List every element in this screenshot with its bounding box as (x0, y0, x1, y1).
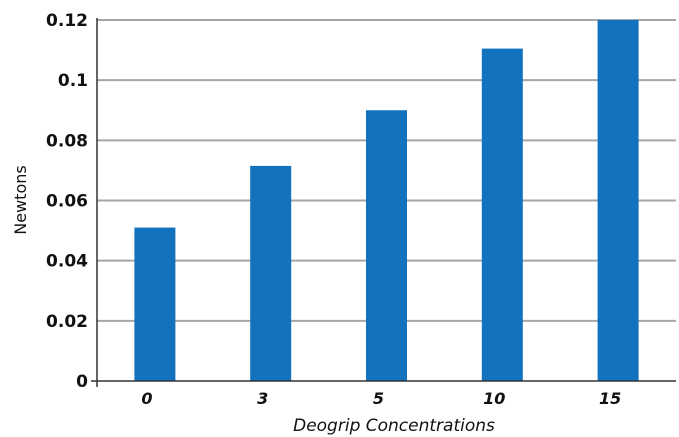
y-axis-label: Newtons (11, 165, 30, 234)
y-tick-labels: 0 0.02 0.04 0.06 0.08 0.1 0.12 (46, 11, 88, 392)
x-tick-labels: 0 3 5 10 15 (141, 389, 621, 408)
x-axis-label: Deogrip Concentrations (293, 416, 495, 436)
y-tick-label: 0.06 (46, 192, 88, 212)
x-tick-label: 15 (599, 389, 621, 408)
bar (134, 227, 176, 381)
x-tick-label: 10 (483, 389, 505, 408)
x-tick-label: 3 (257, 389, 268, 408)
y-tick-label: 0.12 (46, 11, 88, 31)
y-tick-label: 0.1 (58, 71, 88, 91)
x-tick-label: 0 (141, 389, 152, 408)
y-tick-label: 0.04 (46, 252, 88, 272)
bar (250, 165, 292, 381)
x-tick-label: 5 (373, 389, 384, 408)
bars (134, 20, 639, 382)
bar (597, 20, 639, 381)
bar (366, 110, 407, 381)
y-tick-label: 0.02 (46, 312, 88, 332)
bar (481, 48, 523, 382)
y-tick-label: 0.08 (46, 131, 88, 151)
axes (91, 18, 676, 387)
y-tick-label: 0 (76, 372, 88, 392)
